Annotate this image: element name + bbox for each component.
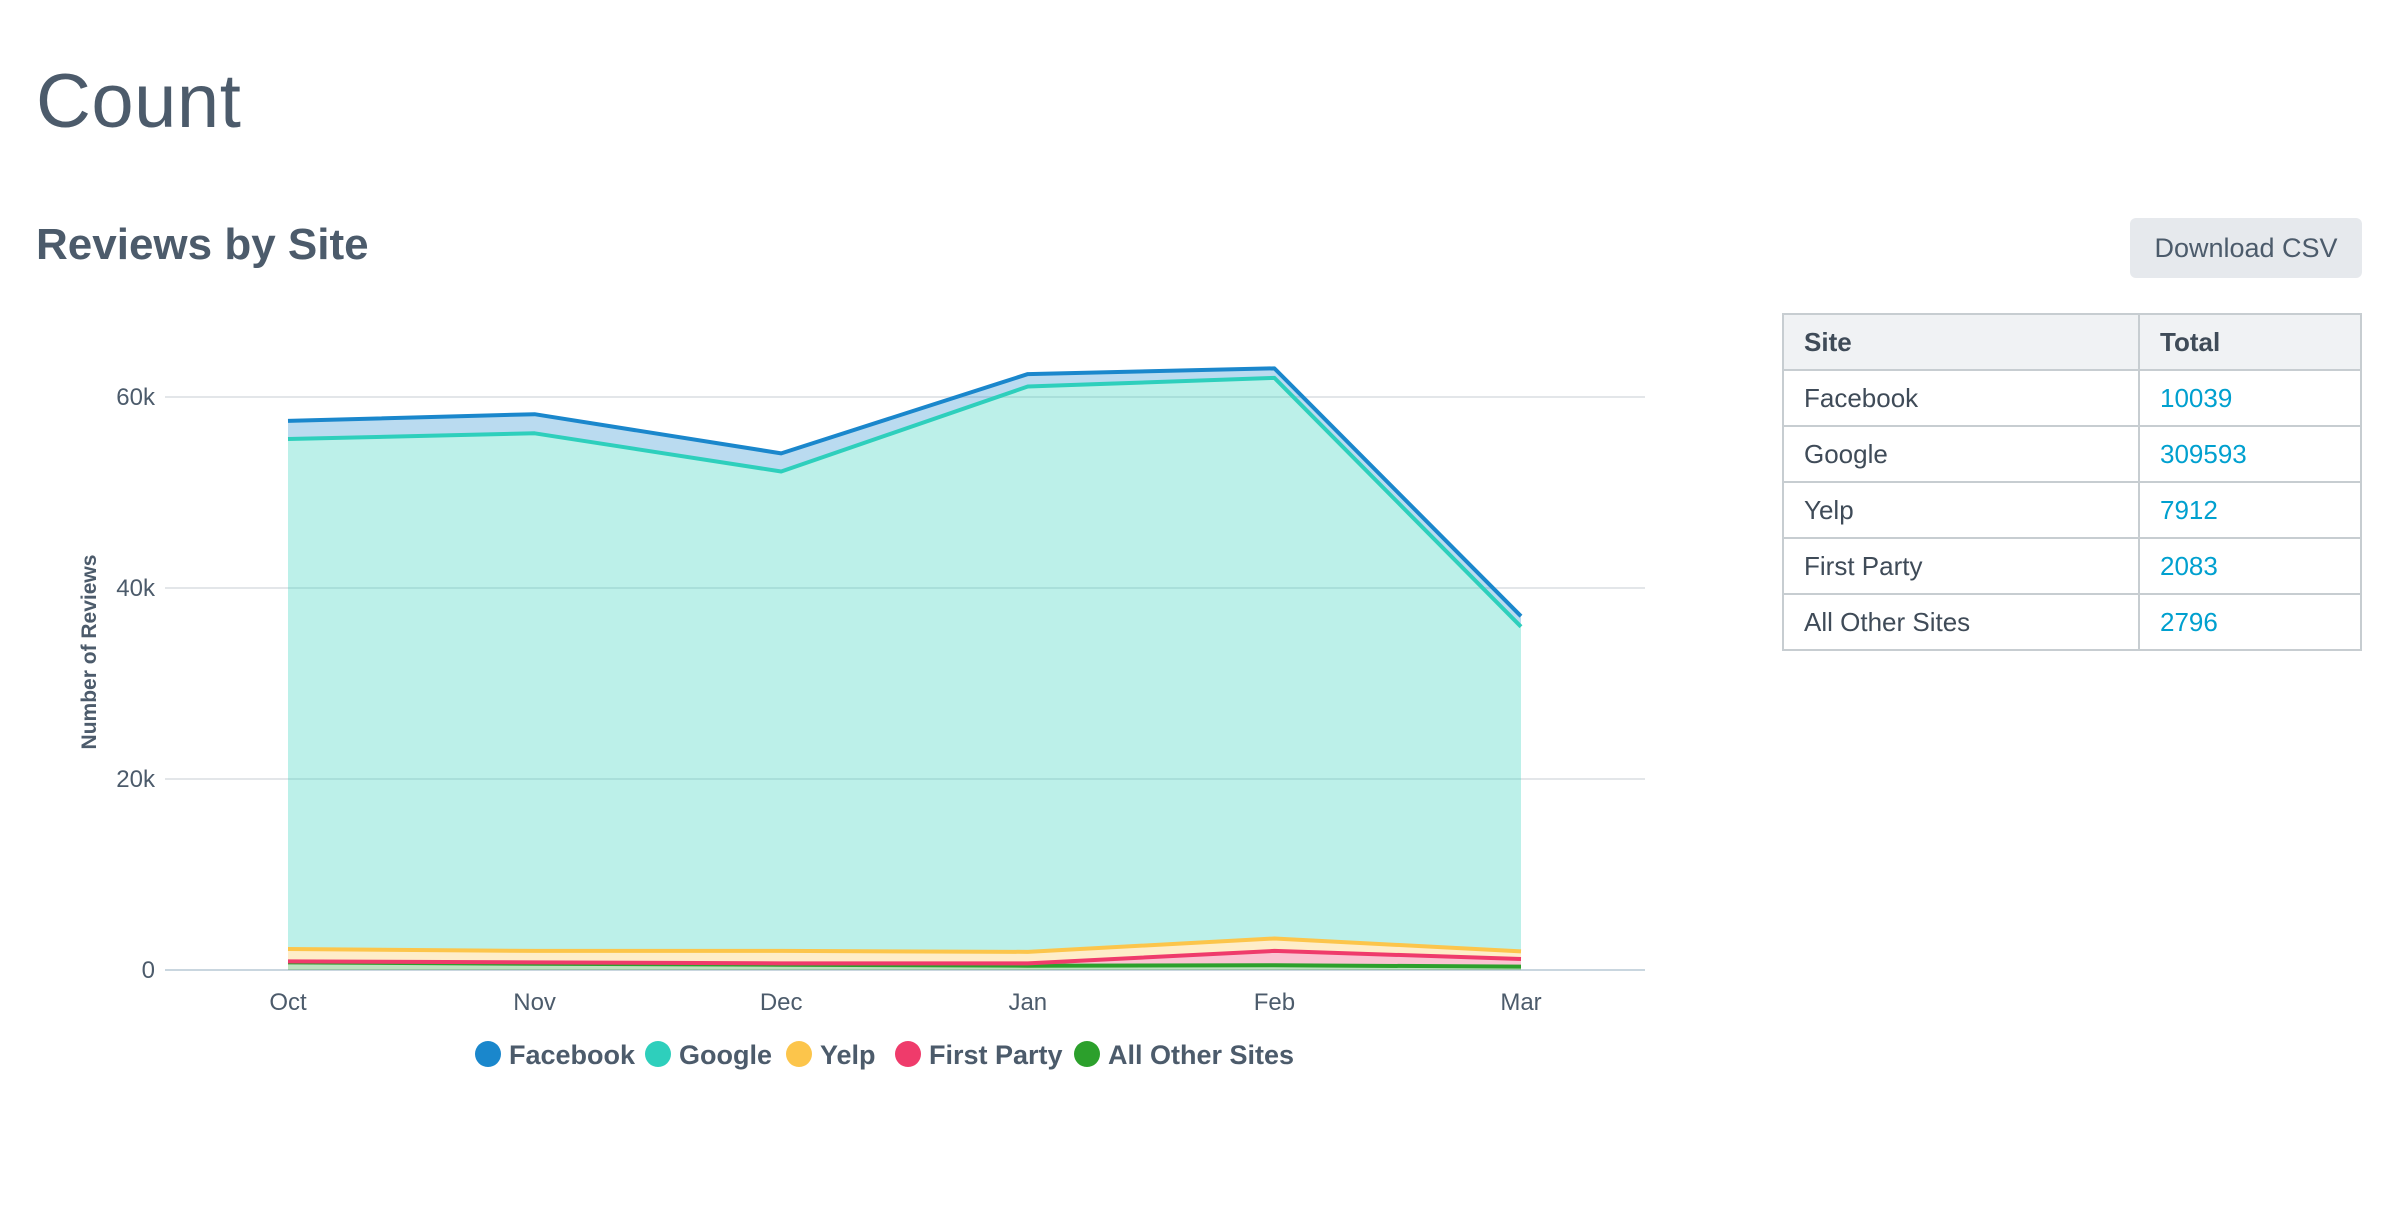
gridlines <box>165 396 1645 971</box>
y-tick-label: 20k <box>116 766 156 793</box>
legend-label-yelp: Yelp <box>820 1040 876 1070</box>
site-total-link[interactable]: 2083 <box>2160 550 2218 581</box>
legend-label-all-other-sites: All Other Sites <box>1108 1040 1294 1070</box>
section-title: Reviews by Site <box>36 220 369 269</box>
column-header-site: Site <box>1782 313 2140 371</box>
legend: Facebook Google Yelp First Party All Other S… <box>475 1040 1294 1070</box>
x-tick-label: Feb <box>1254 989 1295 1016</box>
legend-marker-yelp <box>786 1041 812 1067</box>
site-total-link[interactable]: 10039 <box>2160 382 2233 413</box>
legend-marker-facebook <box>475 1041 501 1067</box>
table-row: All Other Sites 2796 <box>1782 593 2362 651</box>
site-total-link[interactable]: 2796 <box>2160 606 2218 637</box>
site-totals-table: Site Total Facebook 10039 Google 309593 … <box>1782 313 2362 651</box>
table-row: Google 309593 <box>1782 425 2362 483</box>
legend-label-first-party: First Party <box>929 1040 1063 1070</box>
line-google <box>287 375 1523 629</box>
y-axis-ticks: 0 20k 40k 60k <box>116 384 156 984</box>
site-name: Yelp <box>1782 481 2140 539</box>
legend-label-google: Google <box>679 1040 772 1070</box>
legend-marker-google <box>645 1041 671 1067</box>
line-yelp <box>287 936 1522 954</box>
site-total-link[interactable]: 7912 <box>2160 494 2218 525</box>
column-header-total: Total <box>2138 313 2362 371</box>
line-first-party <box>287 948 1522 966</box>
area-facebook <box>288 368 1521 627</box>
y-tick-label: 0 <box>142 957 155 984</box>
x-tick-label: Nov <box>513 989 556 1016</box>
x-axis-ticks: Oct Nov Dec Jan Feb Mar <box>269 989 1541 1016</box>
table-header-row: Site Total <box>1782 313 2362 371</box>
table-row: Facebook 10039 <box>1782 369 2362 427</box>
page-title: Count <box>36 59 242 144</box>
table-row: Yelp 7912 <box>1782 481 2362 539</box>
legend-marker-all-other-sites <box>1074 1041 1100 1067</box>
y-tick-label: 40k <box>116 575 156 602</box>
table-row: First Party 2083 <box>1782 537 2362 595</box>
y-axis-title: Number of Reviews <box>78 555 101 750</box>
site-total-link[interactable]: 309593 <box>2160 438 2247 469</box>
x-tick-label: Oct <box>269 989 307 1016</box>
legend-marker-first-party <box>895 1041 921 1067</box>
line-facebook <box>287 366 1523 618</box>
x-tick-label: Mar <box>1500 989 1541 1016</box>
reviews-area-chart: 0 20k 40k 60k Oct Nov Dec Jan Feb Mar Number of … <box>78 366 1645 1070</box>
series-areas <box>288 368 1521 970</box>
site-name: Google <box>1782 425 2140 483</box>
site-name: First Party <box>1782 537 2140 595</box>
area-google <box>288 377 1521 952</box>
x-tick-label: Jan <box>1008 989 1047 1016</box>
x-tick-label: Dec <box>760 989 803 1016</box>
site-name: Facebook <box>1782 369 2140 427</box>
legend-label-facebook: Facebook <box>509 1040 636 1070</box>
site-name: All Other Sites <box>1782 593 2140 651</box>
area-yelp <box>288 938 1521 964</box>
y-tick-label: 60k <box>116 384 156 411</box>
series-lines <box>287 366 1523 969</box>
download-csv-button[interactable]: Download CSV <box>2130 218 2362 278</box>
